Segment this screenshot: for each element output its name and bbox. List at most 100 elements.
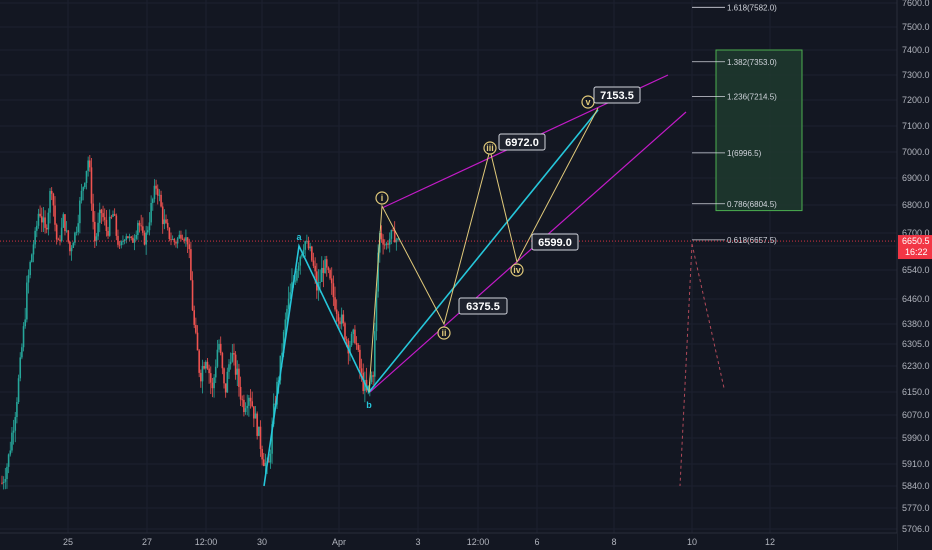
candle-body <box>238 368 240 387</box>
candle-body <box>138 222 141 226</box>
candle-body <box>380 233 383 240</box>
candle-body <box>339 321 341 325</box>
candle-body <box>64 214 66 232</box>
candle-body <box>82 187 84 191</box>
x-tick-label: 30 <box>257 537 267 547</box>
candle-body <box>387 243 389 245</box>
candle-body <box>195 324 197 333</box>
price-axis[interactable] <box>897 0 932 550</box>
candle-body <box>244 408 247 413</box>
candle-body <box>372 375 374 377</box>
candle-body <box>211 382 214 389</box>
candle-body <box>181 238 184 240</box>
candle-body <box>249 397 252 402</box>
candle-body <box>201 365 204 382</box>
candle-body <box>271 424 273 454</box>
candle-body <box>79 200 81 224</box>
y-tick-label: 6380.0 <box>902 319 930 329</box>
candle-body <box>254 413 257 419</box>
candle-body <box>382 239 384 245</box>
candle-body <box>171 238 174 240</box>
candle-body <box>204 361 207 369</box>
candle-body <box>269 453 272 463</box>
candle-body <box>302 249 305 254</box>
candle-body <box>375 291 378 332</box>
candle-body <box>304 241 307 250</box>
candle-body <box>110 216 113 218</box>
projection-lines <box>679 243 725 487</box>
candle-body <box>75 231 78 233</box>
candle-body <box>107 231 109 236</box>
candle-body <box>92 203 94 222</box>
candle-body <box>370 375 373 383</box>
candle-body <box>2 481 5 484</box>
candle-body <box>148 222 151 231</box>
time-axis[interactable] <box>0 533 897 550</box>
wave-marker-ii <box>437 326 451 340</box>
candle-body <box>261 448 263 460</box>
candle-body <box>32 244 35 255</box>
wave-marker-iv <box>510 263 524 277</box>
candle-body <box>349 345 351 354</box>
candle-body <box>193 310 196 325</box>
wave-label-v: v <box>585 97 590 107</box>
price-callout-label: 6972.0 <box>505 137 539 149</box>
candle-body <box>224 383 227 393</box>
candle-body <box>287 298 290 309</box>
y-tick-label: 5990.0 <box>902 433 930 443</box>
wave-label-b: b <box>366 400 372 410</box>
candle-body <box>246 405 249 409</box>
y-tick-label: 7000.0 <box>902 147 930 157</box>
candle-body <box>89 160 91 168</box>
candle-body <box>155 185 157 189</box>
corrective-wave-line <box>263 109 599 487</box>
candle-body <box>309 246 311 249</box>
price-callout-box <box>458 297 508 315</box>
candle-body <box>160 194 162 207</box>
candle-body <box>253 406 255 419</box>
y-tick-label: 6230.0 <box>902 361 930 371</box>
candle-body <box>93 221 96 242</box>
candle-body <box>166 222 169 228</box>
x-tick-label: 12 <box>765 537 775 547</box>
candle-body <box>218 343 220 350</box>
x-tick-label: Apr <box>332 537 346 547</box>
candle-body <box>72 242 75 248</box>
candle-body <box>69 241 71 252</box>
candle-body <box>153 185 156 200</box>
candle-body <box>49 190 51 213</box>
candle-body <box>142 226 144 233</box>
candle-body <box>115 215 118 236</box>
candle-body <box>259 426 262 449</box>
candle-body <box>22 326 25 348</box>
candle-body <box>314 265 316 272</box>
candle-body <box>185 237 187 241</box>
grid-lines <box>0 0 897 533</box>
candle-body <box>320 267 323 282</box>
candle-body <box>161 206 164 225</box>
candle-body <box>50 190 53 194</box>
price-callout-label: 6599.0 <box>538 237 572 249</box>
candle-body <box>342 314 345 324</box>
price-callouts: 7153.5 6972.0 6599.0 6375.5 <box>458 86 641 315</box>
candle-body <box>340 314 343 325</box>
wave-label-a: a <box>296 232 302 242</box>
candle-body <box>213 377 215 389</box>
candle-body <box>16 402 18 418</box>
candle-body <box>54 205 56 225</box>
candle-body <box>243 399 245 413</box>
candle-body <box>147 230 149 233</box>
candle-body <box>90 167 93 204</box>
candle-body <box>228 364 230 372</box>
candle-body <box>173 238 176 243</box>
y-tick-label: 7400.0 <box>902 45 930 55</box>
candle-body <box>345 339 348 341</box>
candle-body <box>67 230 70 242</box>
y-tick-label: 7600.0 <box>902 0 930 8</box>
candle-body <box>44 217 46 228</box>
fib-level-label: 1.382(7353.0) <box>727 58 777 67</box>
y-tick-label: 6305.0 <box>902 339 930 349</box>
candle-body <box>130 236 133 238</box>
candle-body <box>87 160 89 171</box>
